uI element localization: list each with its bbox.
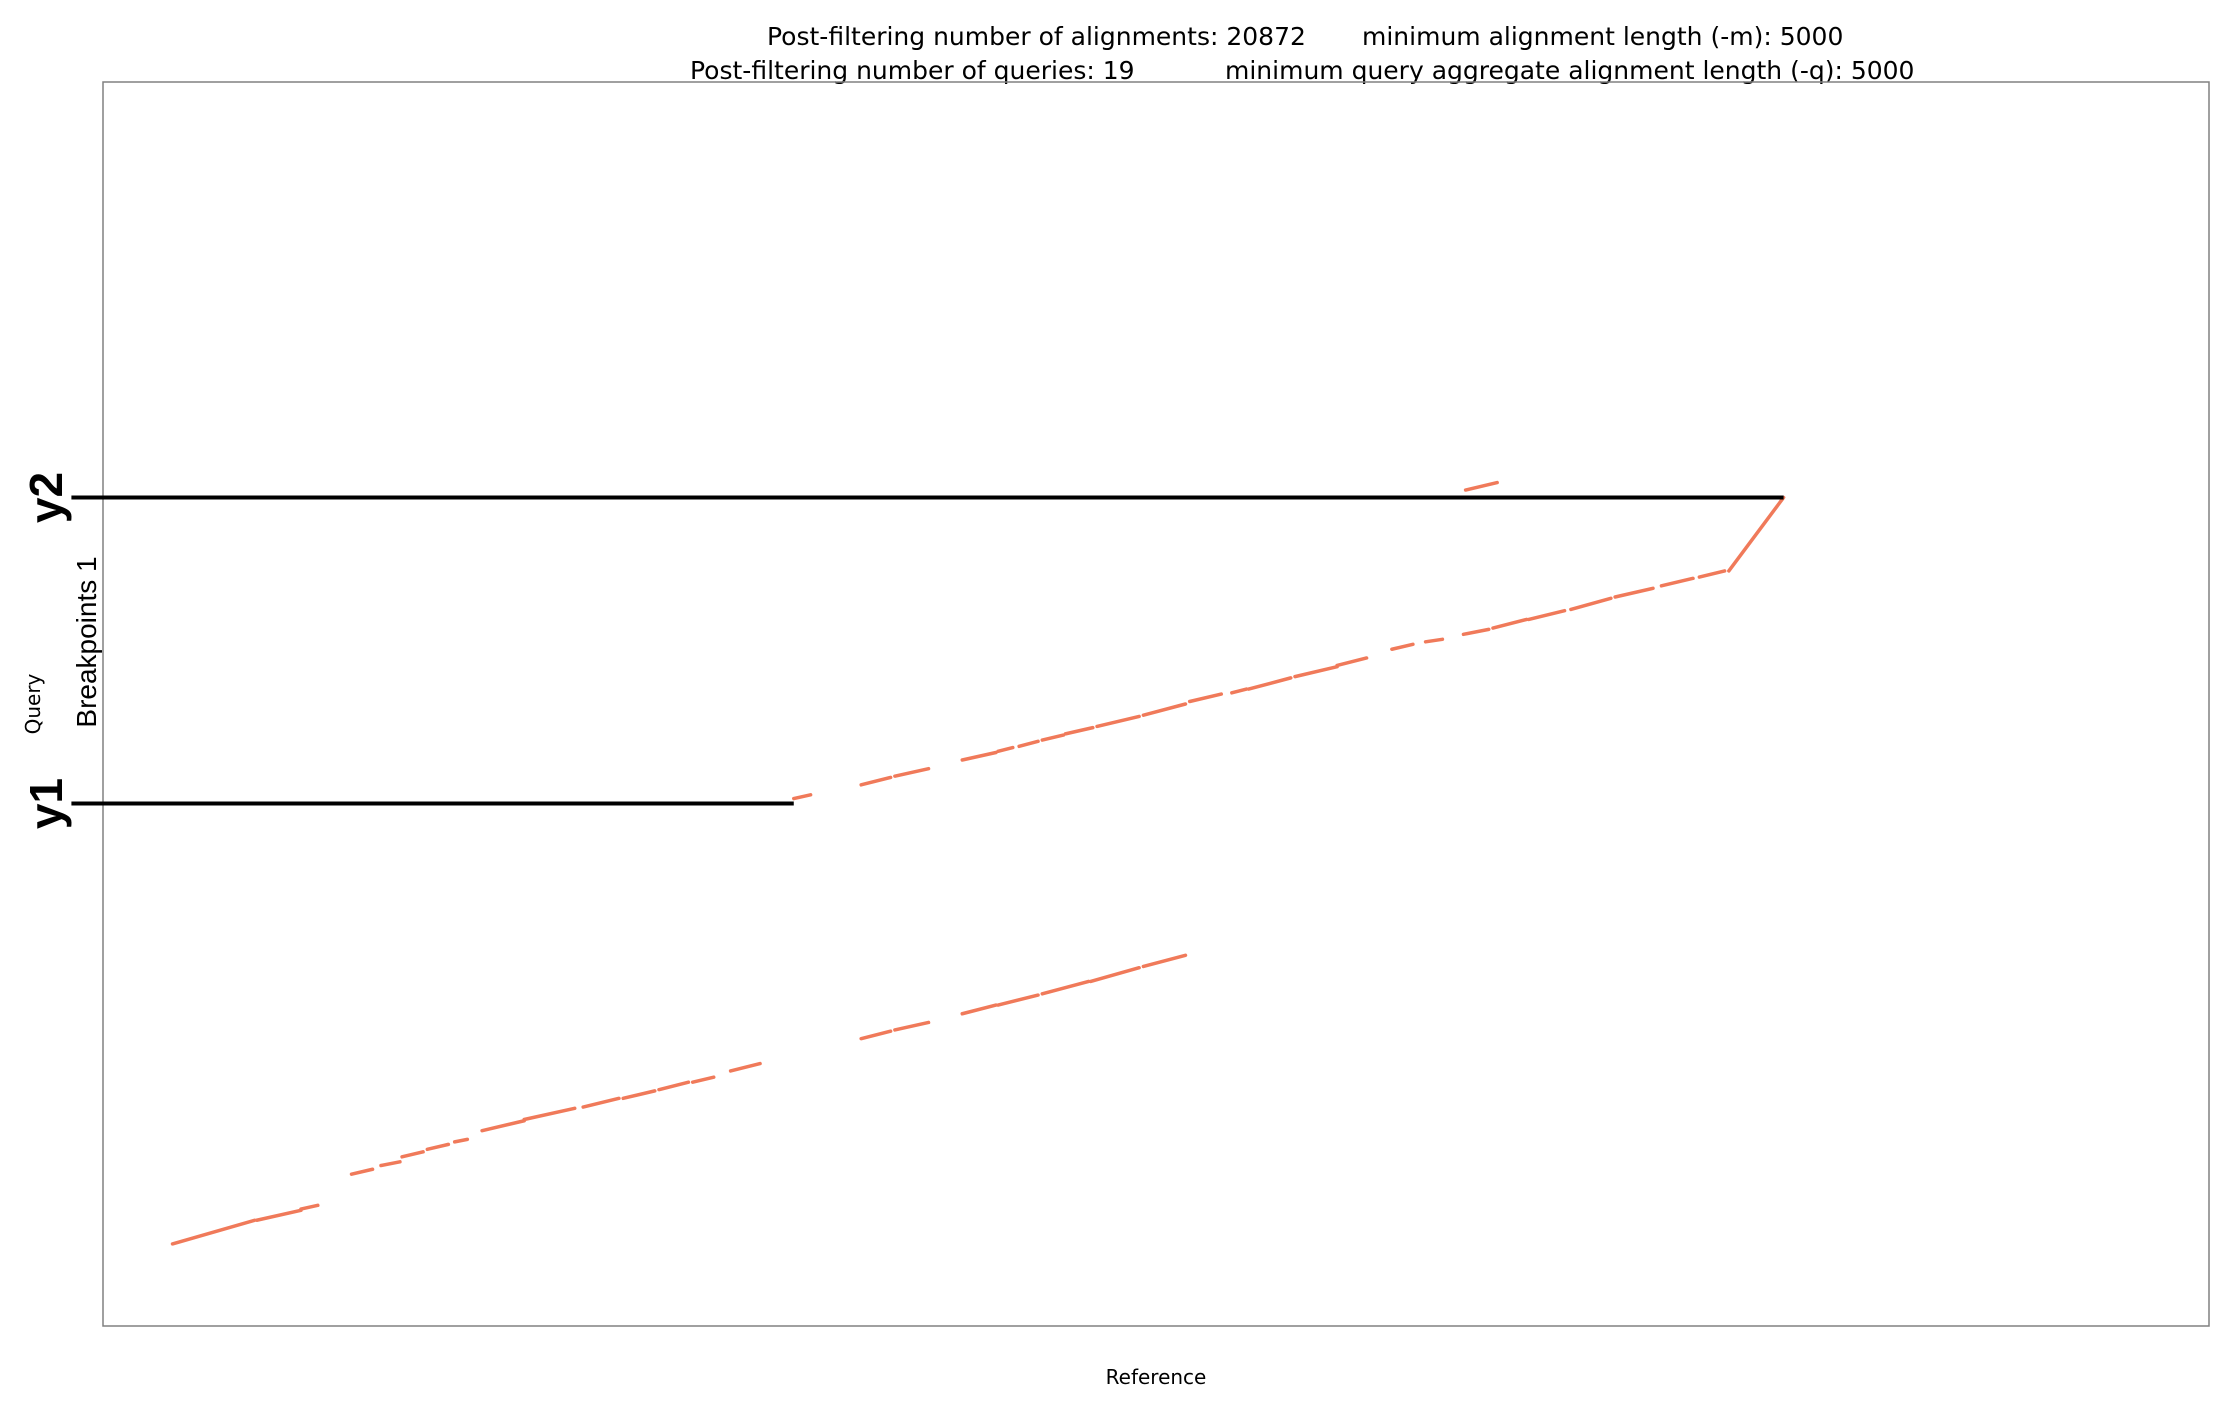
alignment-segment <box>859 1029 893 1041</box>
alignment-segment <box>1187 692 1224 704</box>
alignment-segment <box>480 1118 526 1133</box>
alignment-segment <box>1040 733 1066 742</box>
alignment-segment <box>1335 656 1369 668</box>
alignment-segment <box>1040 979 1091 996</box>
header-min-query-length: minimum query aggregate alignment length… <box>1225 56 1914 85</box>
alignment-segments <box>170 480 1786 1246</box>
alignment-segment <box>1390 642 1415 652</box>
alignment-segment <box>379 1160 402 1168</box>
alignment-segment <box>1088 965 1141 984</box>
alignment-segment <box>1659 576 1695 588</box>
plot-frame <box>102 81 2210 1327</box>
alignment-segment <box>960 1003 998 1016</box>
alignment-segment <box>349 1167 375 1176</box>
alignment-segment <box>1527 608 1567 622</box>
alignment-segment <box>960 750 998 762</box>
alignment-segment <box>1423 637 1445 644</box>
alignment-segment <box>1141 953 1188 969</box>
alignment-segment <box>1727 495 1786 573</box>
alignment-segment <box>1246 676 1293 691</box>
alignment-segment <box>170 1218 257 1246</box>
alignment-segment <box>859 775 893 787</box>
alignment-segment <box>1230 687 1249 695</box>
alignment-segment <box>1293 664 1339 679</box>
x-axis-label: Reference <box>1106 1365 1207 1389</box>
alignment-segment <box>1613 586 1655 599</box>
alignment-segment <box>1463 480 1499 492</box>
alignment-segment <box>425 1142 451 1152</box>
alignment-segment <box>299 1203 320 1211</box>
alignment-segment <box>1141 702 1188 717</box>
alignment-segment <box>581 1096 621 1109</box>
alignment-segment <box>522 1106 577 1122</box>
breakpoints-label: Breakpoints 1 <box>71 556 102 727</box>
alignment-segment <box>1017 739 1040 749</box>
alignment-segment <box>996 993 1040 1007</box>
alignment-segment <box>1697 569 1727 579</box>
alignment-segment <box>1095 714 1141 729</box>
alignment-segment <box>254 1208 303 1223</box>
alignment-segment <box>1569 596 1613 612</box>
alignment-segment <box>400 1150 425 1159</box>
breakpoint-lines <box>71 495 1784 806</box>
alignment-segment <box>996 745 1015 754</box>
alignment-segment <box>452 1137 470 1144</box>
header-min-alignment-length: minimum alignment length (-m): 5000 <box>1362 22 1843 51</box>
alignment-segment <box>893 766 931 778</box>
y-axis-label: Query <box>21 673 45 734</box>
alignment-segment <box>893 1020 931 1032</box>
header-queries: Post-filtering number of queries: 19 <box>690 56 1135 85</box>
alignment-segment <box>792 793 813 801</box>
alignment-segment <box>621 1089 657 1101</box>
alignment-segment <box>1461 627 1491 637</box>
breakpoint-label-y1: y1 <box>20 778 72 829</box>
alignment-segment <box>657 1080 691 1092</box>
breakpoint-labels: y1 y2 <box>20 472 72 829</box>
alignment-segment <box>1491 617 1529 630</box>
alignment-segment <box>1063 725 1095 736</box>
alignment-segment <box>728 1061 762 1073</box>
alignment-segment <box>690 1075 716 1084</box>
header-alignments: Post-filtering number of alignments: 208… <box>767 22 1306 51</box>
breakpoint-label-y2: y2 <box>20 472 72 523</box>
